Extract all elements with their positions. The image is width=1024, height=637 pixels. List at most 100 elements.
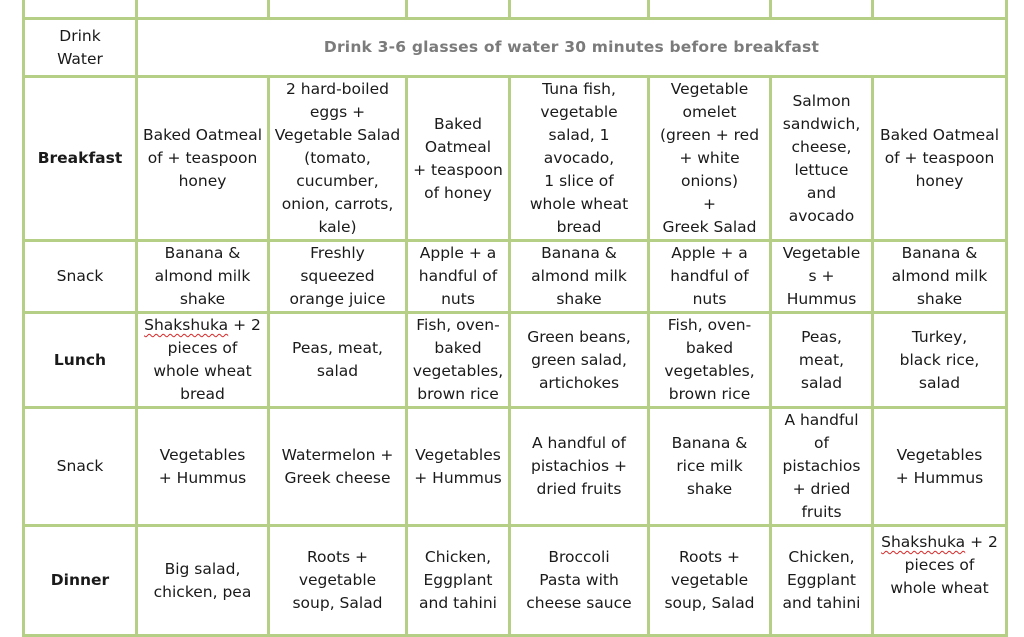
meal-text-line: Banana & [671, 434, 748, 452]
meal-text-line: shake [556, 290, 602, 308]
meal-text-line: Vegetable [782, 244, 861, 262]
meal-text-line: salad [918, 373, 961, 392]
meal-text-line: pistachios + [531, 457, 627, 475]
meal-text-line: + teaspoon [413, 160, 503, 179]
meal-text-line: Freshly [310, 244, 365, 262]
meal-text-line: rice milk [676, 457, 743, 475]
meal-text-line: of [814, 434, 829, 452]
meal-cell: Salmon sandwich, cheese, lettuce and avocado [769, 75, 874, 242]
snack-row-2: Snack Vegetables + Hummus Watermelon + Gre… [22, 406, 1008, 527]
meal-cell: Vegetables + Hummus [871, 406, 1008, 527]
meal-text-line: Peas, meat, [292, 339, 383, 357]
meal-text-line: brown rice [417, 385, 499, 403]
meal-text-line: avocado, [543, 149, 615, 167]
meal-text-line: Broccoli [548, 548, 610, 566]
snack-label: Snack [22, 406, 138, 527]
meal-text-line: Hummus [786, 290, 857, 308]
meal-cell: Big salad, chicken, pea [135, 524, 270, 637]
meal-text-line: of + teaspoon [147, 149, 258, 167]
meal-cell: A handful of pistachios + dried fruits [769, 406, 874, 527]
meal-text-line: lettuce [794, 160, 849, 179]
drink-water-label: Drink Water [22, 17, 138, 78]
meal-text-line: Chicken, [424, 548, 492, 566]
meal-cell: Baked Oatmeal + teaspoon of honey [405, 75, 511, 242]
meal-text-line: Oatmeal [424, 137, 492, 156]
meal-cell: Tuna fish, vegetable salad, 1 avocado, 1 sli… [508, 75, 650, 242]
meal-cell: A handful of pistachios + dried fruits [508, 406, 650, 527]
meal-text-line: Roots + [678, 548, 741, 566]
meal-text-line: Banana & [901, 244, 978, 262]
header-cell [647, 0, 772, 20]
meal-text-line: of + teaspoon [884, 149, 995, 167]
meal-cell: Fish, oven-baked vegetables, brown rice [405, 311, 511, 409]
meal-text-line: Eggplant [423, 571, 493, 589]
meal-text-line: Greek Salad [662, 218, 757, 236]
meal-text-line: Salmon [792, 91, 851, 110]
meal-text-line: Roots + [306, 548, 369, 566]
meal-cell: Vegetables + Hummus [135, 406, 270, 527]
meal-text-line: black rice, [899, 350, 980, 369]
header-cell [871, 0, 1008, 20]
meal-text-line: + Hummus [414, 468, 502, 487]
meal-text-line: bread [556, 218, 602, 236]
meal-text-line: Vegetables [159, 445, 246, 464]
header-row-partial [22, 0, 1008, 20]
header-cell [508, 0, 650, 20]
meal-text-line: eggs + [309, 103, 366, 121]
header-cell [135, 0, 270, 20]
meal-text-line: vegetable [298, 571, 377, 589]
dinner-label: Dinner [22, 524, 138, 637]
meal-text-line: soup, Salad [292, 594, 383, 612]
meal-text-line: handful of [670, 267, 749, 285]
meal-cell: Banana & almond milk shake [871, 239, 1008, 314]
meal-text-line: soup, Salad [664, 594, 755, 612]
meal-text-line: almond milk [154, 267, 251, 285]
meal-text-line: squeezed [300, 267, 375, 285]
meal-text-line: green salad, [531, 350, 627, 369]
meal-text-line: shake [916, 290, 963, 308]
meal-text-line: + Hummus [158, 468, 247, 487]
meal-plan-table: Drink Water Drink 3-6 glasses of water 3… [22, 0, 1008, 637]
meal-cell: 2 hard-boiled eggs + Vegetable Salad (tomat… [267, 75, 408, 242]
spellcheck-word: Shakshuka [881, 533, 966, 551]
breakfast-label: Breakfast [22, 75, 138, 242]
meal-text-line: nuts [692, 290, 727, 308]
meal-text-line: + white [679, 149, 740, 167]
lunch-label: Lunch [22, 311, 138, 409]
meal-text-line: + [703, 195, 716, 213]
meal-text-line: salad [316, 362, 359, 380]
meal-text-line: (green + red [659, 126, 760, 144]
meal-text-line: and tahini [782, 594, 861, 612]
meal-cell: Fish, oven-baked vegetables, brown rice [647, 311, 772, 409]
header-cell [22, 0, 138, 20]
meal-text-line: Greek cheese [284, 468, 391, 487]
meal-cell: Watermelon + Greek cheese [267, 406, 408, 527]
meal-text-line: A handful [784, 411, 859, 429]
drink-water-instruction: Drink 3-6 glasses of water 30 minutes be… [135, 17, 1008, 78]
meal-cell: Apple + a handful of nuts [405, 239, 511, 314]
snack-row-1: Snack Banana & almond milk shake Freshly sq… [22, 239, 1008, 314]
meal-text-line: onions) [680, 172, 739, 190]
meal-text-line: whole wheat [529, 195, 629, 213]
meal-cell: Turkey, black rice, salad [871, 311, 1008, 409]
meal-text-line: s + [808, 267, 835, 285]
meal-cell: Apple + a handful of nuts [647, 239, 772, 314]
spellcheck-word: Shakshuka [144, 316, 229, 334]
meal-text-line: salad [800, 373, 843, 392]
meal-text-line: Vegetables [415, 445, 501, 464]
meal-text-line: Fish, oven- [416, 316, 500, 334]
meal-text-line: Eggplant [786, 571, 857, 589]
meal-text-line: of honey [424, 183, 492, 202]
meal-text-line: cheese sauce [526, 594, 632, 612]
meal-text-line: baked [434, 339, 482, 357]
meal-text-line: Banana & [164, 244, 241, 262]
meal-cell: Roots + vegetable soup, Salad [267, 524, 408, 637]
meal-text-line: and tahini [419, 594, 497, 612]
meal-text-line: vegetable [670, 571, 749, 589]
meal-cell: Green beans, green salad, artichokes [508, 311, 650, 409]
meal-text-line: Vegetable Salad [274, 126, 401, 144]
meal-text-line: cucumber, [296, 172, 379, 190]
meal-cell: Banana & almond milk shake [135, 239, 270, 314]
meal-text-line: artichokes [538, 373, 620, 392]
meal-text-line: chicken, pea [153, 582, 252, 601]
